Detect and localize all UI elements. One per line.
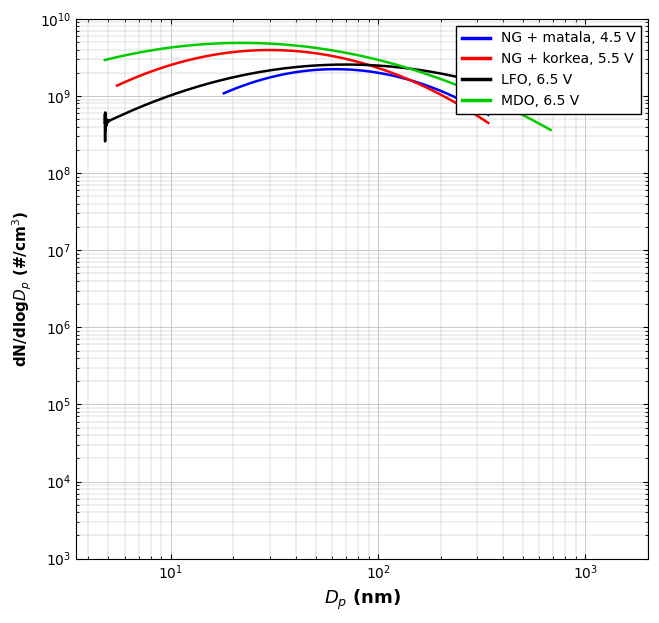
Y-axis label: dN/dlog$D_p$ (#/cm$^3$): dN/dlog$D_p$ (#/cm$^3$)	[11, 211, 34, 367]
X-axis label: $D_p$ (nm): $D_p$ (nm)	[324, 587, 401, 612]
Legend: NG + matala, 4.5 V, NG + korkea, 5.5 V, LFO, 6.5 V, MDO, 6.5 V: NG + matala, 4.5 V, NG + korkea, 5.5 V, …	[456, 26, 641, 114]
